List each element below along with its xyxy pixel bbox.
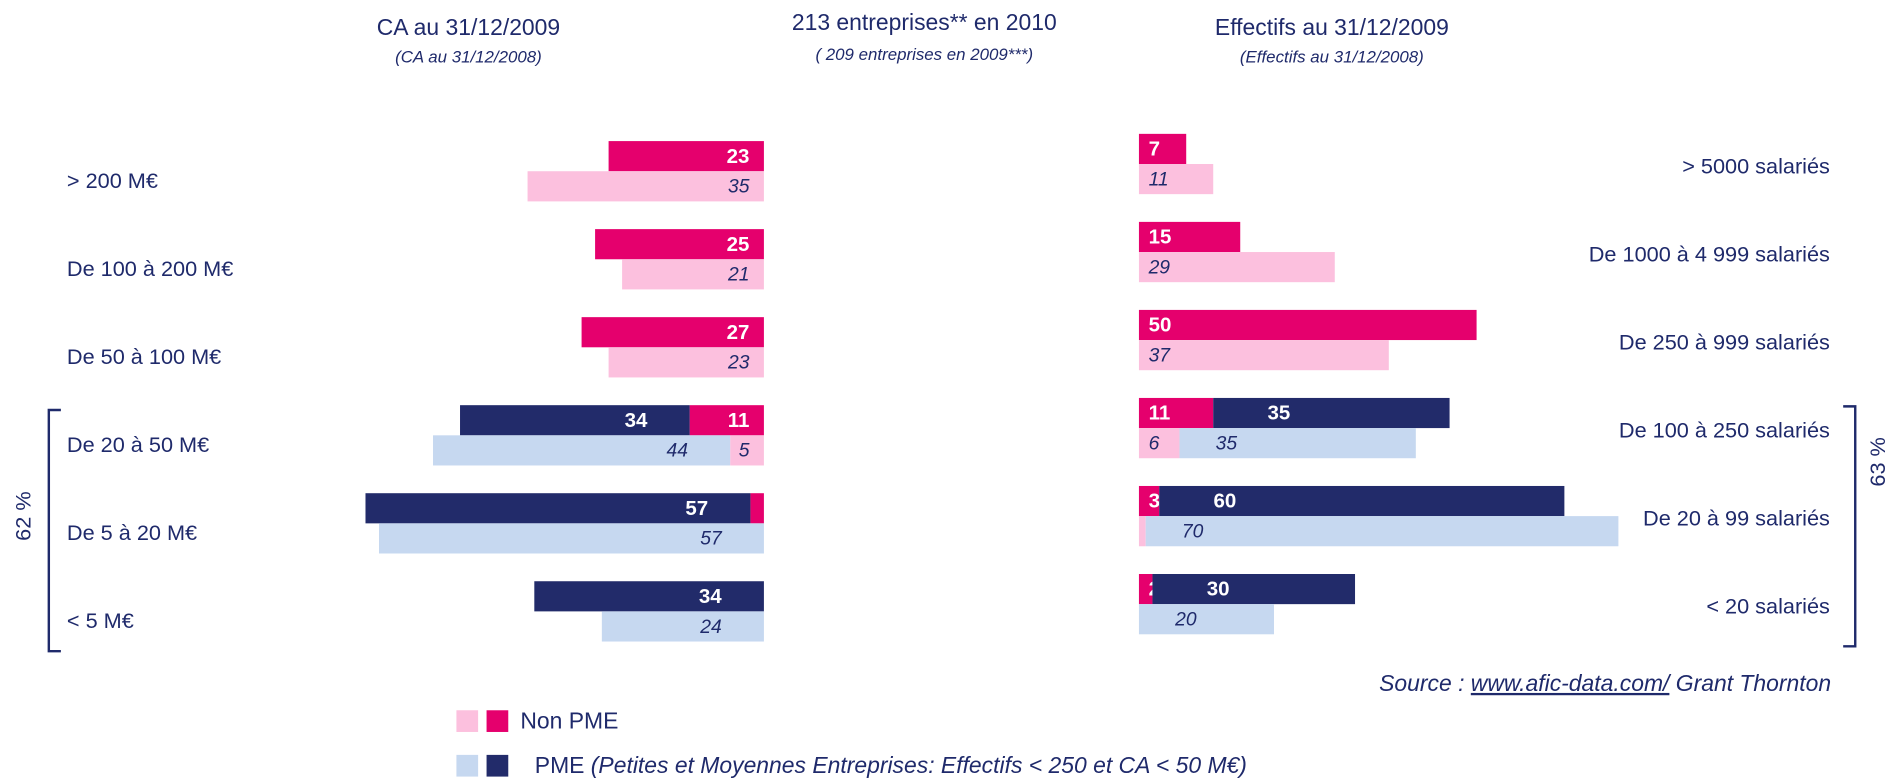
chart-subtitle: (Effectifs au 31/12/2008) [1240, 47, 1424, 66]
source-prefix: Source : [1379, 670, 1471, 696]
value-label: 35 [1267, 402, 1290, 425]
value-label: 11 [1149, 169, 1169, 190]
bar [608, 141, 764, 172]
bar [365, 493, 751, 524]
bar [750, 493, 764, 524]
legend-label: PME (Petites et Moyennes Entreprises: Ef… [535, 752, 1247, 778]
bar [1213, 397, 1450, 429]
value-label: 34 [699, 585, 722, 608]
bar [378, 523, 764, 554]
category-label: > 5000 salariés [1682, 153, 1830, 178]
value-label: 20 [1174, 610, 1197, 631]
value-label: 35 [728, 177, 750, 198]
bar [1138, 164, 1214, 195]
value-label: 11 [728, 409, 750, 432]
bar [527, 171, 764, 202]
value-label: 57 [685, 497, 708, 520]
category-label: De 50 à 100 M€ [67, 344, 221, 369]
value-label: 27 [727, 321, 750, 344]
bar [608, 347, 764, 378]
bar [1145, 516, 1619, 547]
bracket-label: 63 % [1865, 437, 1890, 486]
value-label: 44 [666, 441, 687, 462]
category-label: De 1000 à 4 999 salariés [1589, 241, 1830, 266]
bracket [1843, 405, 1857, 648]
bar [689, 405, 764, 436]
bar [1138, 252, 1335, 283]
category-label: De 20 à 50 M€ [67, 432, 209, 457]
bar [1152, 574, 1356, 605]
chart-title: Effectifs au 31/12/2009 [1215, 14, 1449, 40]
bar [601, 611, 764, 642]
value-label: 60 [1213, 490, 1236, 513]
value-label: 25 [727, 233, 750, 256]
value-label: 15 [1149, 226, 1172, 249]
value-label: 57 [700, 529, 723, 550]
bar [1138, 221, 1241, 253]
bar [1138, 428, 1180, 459]
category-label: < 5 M€ [67, 608, 134, 633]
legend-swatch [486, 710, 509, 732]
bar [1138, 604, 1274, 635]
legend-swatch [456, 710, 479, 732]
value-label: 23 [727, 145, 750, 168]
legend-label: PME [535, 752, 585, 778]
bar [460, 405, 690, 436]
value-label: 6 [1149, 433, 1160, 454]
bar [1159, 485, 1565, 517]
source-suffix: Grant Thornton [1669, 670, 1831, 696]
value-label: 11 [1149, 402, 1171, 425]
page-title: 213 entreprises** en 2010 [792, 9, 1057, 35]
value-label: 21 [727, 265, 749, 286]
chart-title: CA au 31/12/2009 [377, 14, 560, 40]
bracket-label: 62 % [10, 491, 35, 540]
bar [433, 435, 731, 466]
bar [1138, 397, 1214, 429]
bar [622, 259, 764, 290]
bar [595, 229, 764, 260]
value-label: 7 [1149, 138, 1160, 161]
value-label: 30 [1207, 578, 1230, 601]
category-label: De 100 à 250 salariés [1619, 417, 1830, 442]
bracket [47, 408, 61, 653]
category-label: De 20 à 99 salariés [1643, 505, 1830, 530]
value-label: 70 [1182, 521, 1204, 542]
value-label: 23 [727, 353, 750, 374]
bar [1138, 516, 1146, 547]
legend-swatch [456, 754, 479, 777]
bar [730, 435, 764, 466]
source: Source : www.afic-data.com/ Grant Thornt… [1379, 670, 1831, 696]
bar [581, 317, 764, 348]
value-label: 35 [1216, 433, 1238, 454]
value-label: 5 [739, 441, 750, 462]
value-label: 29 [1148, 257, 1171, 278]
category-label: De 250 à 999 salariés [1619, 329, 1830, 354]
value-label: 34 [625, 409, 648, 432]
bar [1138, 485, 1160, 517]
bar [1138, 309, 1477, 341]
bar [1138, 340, 1389, 371]
bar [534, 581, 764, 612]
chart-subtitle: (CA au 31/12/2008) [395, 47, 542, 66]
legend: Non PME PME (Petites et Moyennes Entrepr… [520, 707, 1247, 778]
value-label: 50 [1149, 314, 1172, 337]
source-link[interactable]: www.afic-data.com/ [1471, 670, 1672, 696]
category-label: > 200 M€ [67, 168, 158, 193]
category-label: De 5 à 20 M€ [67, 520, 197, 545]
legend-note: (Petites et Moyennes Entreprises: Effect… [591, 752, 1247, 778]
legend-swatch [486, 754, 509, 777]
category-label: De 100 à 200 M€ [67, 256, 233, 281]
page-subtitle: ( 209 entreprises en 2009***) [815, 45, 1033, 64]
bar [1179, 428, 1416, 459]
value-label: 37 [1149, 345, 1172, 366]
category-label: < 20 salariés [1706, 593, 1830, 618]
bar [1138, 574, 1153, 605]
bar [1138, 133, 1187, 164]
value-label: 24 [699, 617, 721, 638]
value-label: 3 [1149, 490, 1160, 513]
legend-label: Non PME [520, 707, 618, 733]
